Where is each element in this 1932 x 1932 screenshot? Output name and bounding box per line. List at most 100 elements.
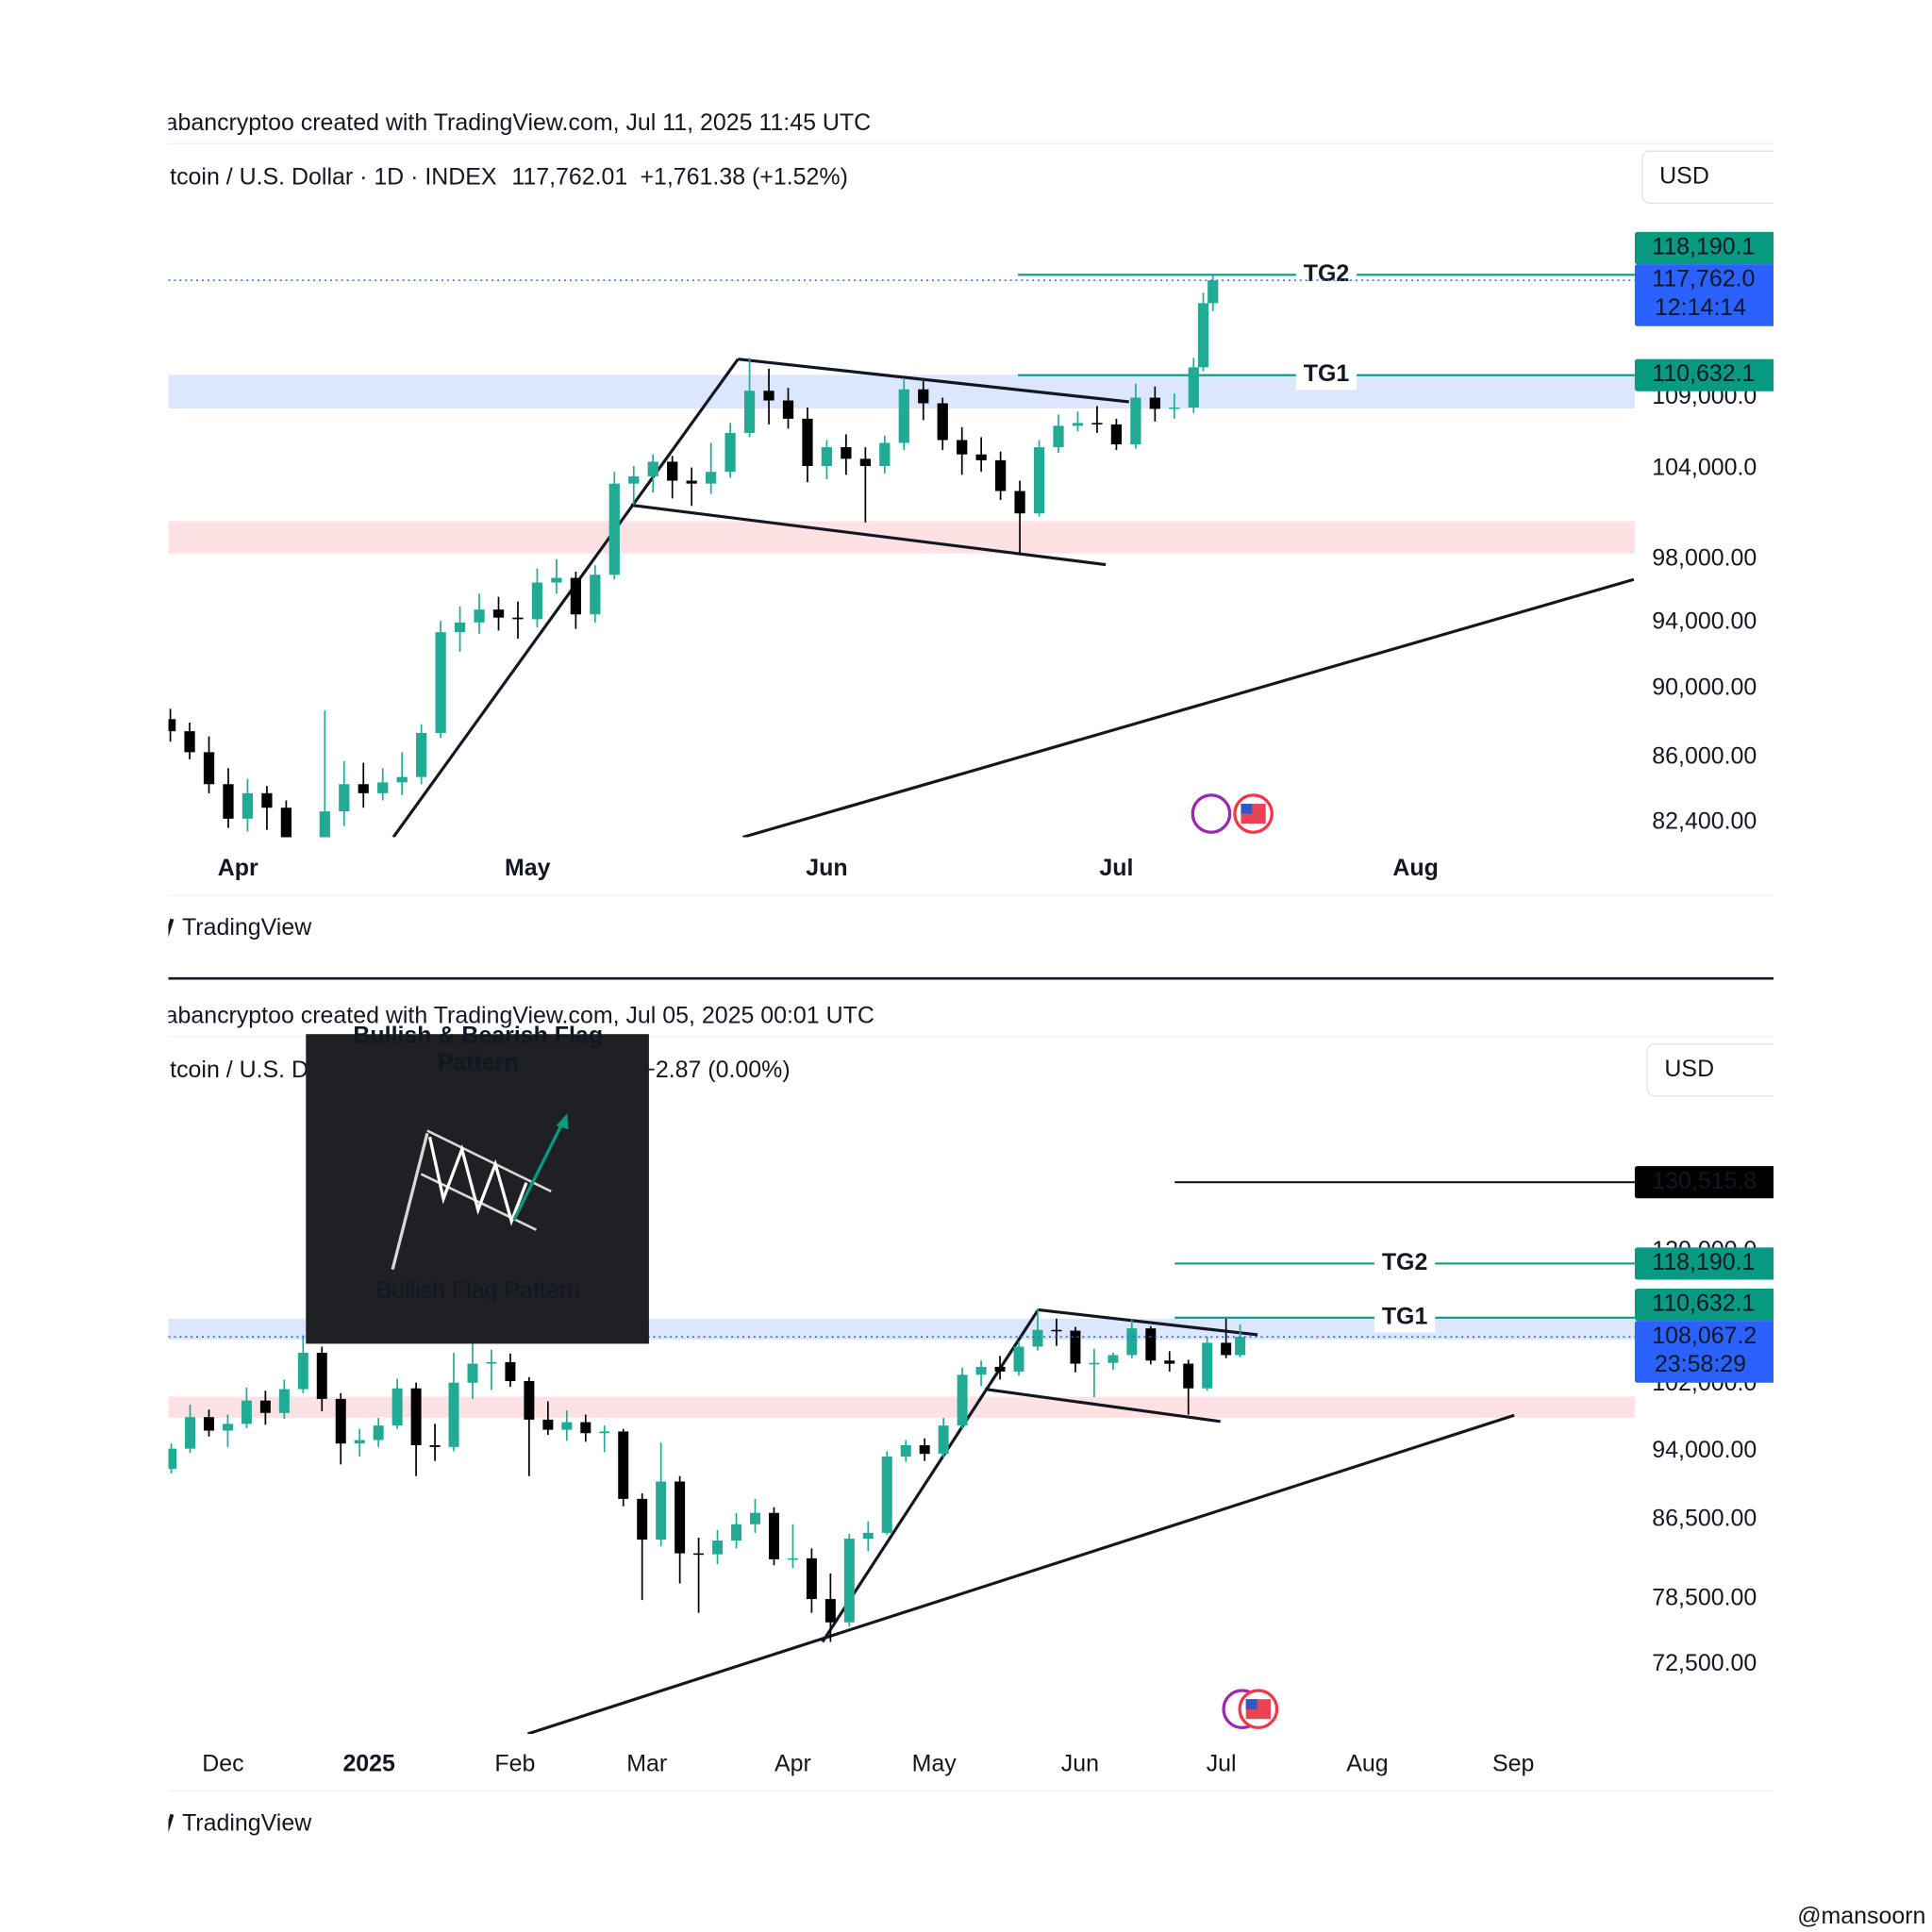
x-tick-label: Apr bbox=[218, 855, 258, 881]
price-change: +1,761.38 (+1.52%) bbox=[640, 164, 847, 191]
candle-body bbox=[938, 1425, 949, 1455]
candle-body bbox=[750, 1512, 760, 1524]
trend-line bbox=[630, 503, 1107, 567]
attribution: abancryptoo created with TradingView.com… bbox=[165, 109, 872, 136]
candle-body bbox=[859, 458, 871, 467]
level-label: TG1 bbox=[1382, 1303, 1428, 1329]
candle-body bbox=[297, 1353, 308, 1390]
candle-body bbox=[763, 391, 774, 401]
candle-body bbox=[467, 1363, 478, 1383]
event-icon bbox=[1191, 793, 1232, 834]
inset-zigzag bbox=[427, 1136, 528, 1226]
candle-body bbox=[1208, 280, 1219, 304]
candle-body bbox=[1089, 1362, 1100, 1365]
x-tick-label: Mar bbox=[626, 1750, 667, 1776]
inset-title: Bullish & Bearish Flag bbox=[353, 1022, 603, 1048]
y-tick-label: 98,000.00 bbox=[1652, 544, 1757, 571]
candle-body bbox=[1091, 423, 1103, 425]
candle-body bbox=[1051, 1329, 1062, 1332]
currency[interactable]: USD bbox=[1664, 1056, 1714, 1082]
candle-body bbox=[416, 732, 427, 777]
tv-logo bbox=[168, 918, 175, 938]
price-label-box bbox=[1634, 358, 1774, 391]
footer-brand: TradingView bbox=[182, 1809, 312, 1836]
x-tick-label: Dec bbox=[202, 1750, 243, 1776]
candle-body bbox=[806, 1557, 817, 1600]
candle-body bbox=[768, 1512, 779, 1559]
level-label: TG2 bbox=[1304, 260, 1350, 287]
candle-body bbox=[377, 782, 389, 793]
candle-body bbox=[505, 1361, 516, 1382]
price-label: 130,515.8 bbox=[1652, 1168, 1757, 1194]
candle-body bbox=[261, 792, 273, 808]
candle-body bbox=[203, 1417, 214, 1431]
x-tick-label: Jul bbox=[1207, 1750, 1237, 1776]
candle-body bbox=[1126, 1328, 1138, 1356]
candle-body bbox=[608, 483, 620, 575]
candle-body bbox=[168, 1448, 177, 1470]
inset-image bbox=[306, 1034, 649, 1344]
candle-body bbox=[731, 1524, 742, 1541]
price-label-box bbox=[1634, 1289, 1774, 1322]
plot-area: TG2 TG1 bbox=[168, 259, 1635, 838]
candle-body bbox=[259, 1400, 271, 1413]
level-label-bg bbox=[1374, 1248, 1436, 1279]
trend-line bbox=[1038, 1307, 1258, 1337]
price-label-countdown: 12:14:14 bbox=[1655, 294, 1746, 321]
y-tick-label: 90,000.00 bbox=[1652, 674, 1757, 700]
x-tick-label: Aug bbox=[1346, 1750, 1388, 1776]
price-label-box bbox=[1634, 1247, 1774, 1280]
level-label-bg bbox=[1295, 259, 1357, 291]
price-label: 110,632.1 bbox=[1652, 1291, 1755, 1317]
inset-arrowhead bbox=[556, 1113, 569, 1130]
x-tick-label: Jun bbox=[1061, 1750, 1099, 1776]
tv-logo bbox=[168, 1813, 175, 1833]
candle-body bbox=[590, 575, 601, 615]
candle-body bbox=[448, 1382, 459, 1447]
footer-brand: TradingView bbox=[182, 914, 312, 941]
candle-body bbox=[656, 1481, 667, 1541]
candle-body bbox=[667, 461, 678, 481]
y-tick-label: 86,000.00 bbox=[1652, 743, 1757, 770]
candle-body bbox=[841, 447, 852, 459]
y-tick-label: 86,500.00 bbox=[1652, 1505, 1757, 1531]
candle-body bbox=[693, 1553, 705, 1556]
candle-body bbox=[316, 1353, 327, 1399]
candle-body bbox=[802, 418, 813, 467]
trend-line bbox=[391, 358, 740, 838]
inset-caption: Bullish Flag Pattern bbox=[376, 1277, 580, 1304]
symbol: itcoin / U.S. Dollar · 1D · INDEX bbox=[165, 164, 497, 191]
price-label-box bbox=[1634, 231, 1774, 265]
candle-body bbox=[1032, 1329, 1043, 1347]
candle-body bbox=[994, 1366, 1006, 1372]
y-tick-label: 104,000.0 bbox=[1652, 455, 1757, 481]
currency[interactable]: USD bbox=[1659, 162, 1709, 189]
candle-body bbox=[900, 1444, 911, 1457]
candle-body bbox=[396, 776, 408, 783]
y-tick-label: 94,000.00 bbox=[1652, 608, 1757, 634]
y-tick-label: 82,400.00 bbox=[1652, 808, 1757, 834]
candle-body bbox=[454, 622, 466, 633]
candle-body bbox=[391, 1388, 403, 1426]
candle-body bbox=[1070, 1330, 1081, 1364]
candle-body bbox=[223, 784, 234, 819]
candle-body bbox=[647, 461, 658, 476]
candle-body bbox=[358, 784, 369, 793]
price-label-box bbox=[1634, 264, 1774, 326]
candle-body bbox=[881, 1456, 892, 1533]
event-flag-canton bbox=[1245, 1699, 1257, 1709]
level-label-bg bbox=[1374, 1303, 1436, 1333]
candle-body bbox=[975, 454, 987, 460]
trend-line bbox=[738, 358, 1129, 404]
page-content: abancryptoo created with TradingView.com… bbox=[165, 109, 1774, 1836]
candle-body bbox=[743, 391, 756, 433]
candle-body bbox=[843, 1539, 855, 1623]
price-label: 118,190.1 bbox=[1652, 234, 1755, 260]
x-tick-label: May bbox=[505, 855, 551, 881]
candle-body bbox=[531, 582, 543, 620]
candle-body bbox=[919, 1444, 930, 1455]
candle-body bbox=[184, 731, 195, 753]
candle-body bbox=[686, 480, 697, 484]
